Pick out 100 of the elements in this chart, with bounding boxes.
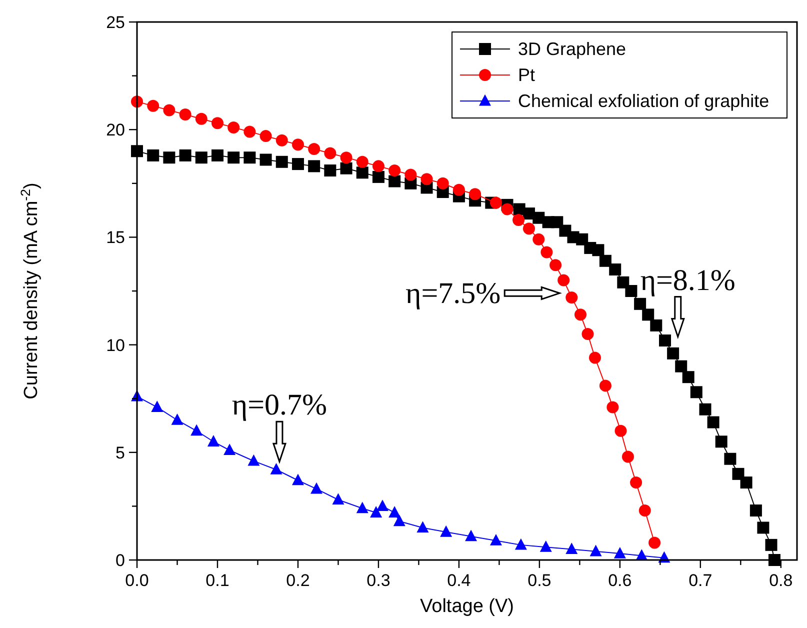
point: [324, 164, 336, 176]
point: [659, 334, 671, 346]
point: [270, 463, 282, 474]
point: [724, 452, 736, 465]
point: [308, 142, 320, 155]
point: [501, 203, 514, 216]
point: [260, 154, 272, 166]
point: [310, 482, 322, 494]
point: [276, 156, 288, 168]
point: [190, 424, 203, 436]
point: [588, 352, 601, 364]
point: [732, 468, 744, 480]
point: [244, 126, 256, 138]
point: [630, 476, 642, 489]
point: [512, 214, 525, 226]
point: [179, 108, 192, 121]
point: [606, 401, 619, 414]
point: [566, 542, 578, 554]
point: [376, 500, 388, 511]
point: [622, 450, 634, 463]
point: [356, 502, 368, 514]
x-axis-title: Voltage (V): [420, 596, 514, 617]
annotation: η=7.5%: [406, 277, 501, 310]
point: [436, 177, 449, 190]
point: [244, 152, 256, 164]
point: [750, 504, 762, 517]
point: [404, 168, 417, 181]
x-tick-label: 0.0: [125, 571, 149, 590]
y-tick-label: 20: [106, 120, 125, 140]
point: [715, 436, 728, 448]
point: [332, 493, 344, 505]
point: [582, 328, 594, 340]
x-tick-label: 0.2: [286, 571, 310, 590]
point: [634, 298, 646, 310]
point: [650, 319, 662, 332]
point: [195, 112, 208, 125]
point: [592, 244, 604, 256]
point: [224, 444, 236, 456]
annotation: η=0.7%: [232, 388, 328, 422]
point: [416, 521, 429, 533]
point: [211, 149, 224, 162]
y-tick-label: 15: [106, 228, 125, 248]
point: [522, 222, 535, 235]
point: [550, 259, 562, 272]
point: [163, 104, 176, 116]
point: [388, 175, 401, 188]
x-tick-label: 0.7: [688, 571, 712, 590]
point: [452, 184, 465, 196]
point: [207, 435, 220, 446]
point: [179, 149, 192, 162]
point: [574, 308, 586, 321]
x-tick-label: 0.4: [447, 571, 471, 590]
x-tick-label: 0.5: [528, 571, 552, 590]
point: [740, 476, 752, 489]
y-tick-label: 10: [106, 336, 125, 355]
point: [599, 380, 612, 392]
point: [370, 506, 382, 518]
point: [388, 164, 401, 176]
point: [372, 160, 384, 172]
point: [625, 285, 638, 297]
point: [292, 158, 304, 170]
point: [514, 538, 527, 550]
y-tick-label: 0: [116, 551, 125, 570]
point: [465, 530, 478, 542]
point: [440, 525, 452, 537]
point: [765, 538, 778, 551]
point: [276, 134, 288, 146]
point: [532, 233, 545, 246]
point: [147, 100, 160, 112]
point: [324, 147, 336, 160]
x-tick-label: 0.1: [206, 571, 230, 590]
point: [228, 152, 240, 164]
x-tick-label: 0.6: [608, 571, 632, 590]
point: [682, 371, 694, 384]
point: [540, 246, 553, 258]
y-tick-label: 25: [106, 13, 125, 32]
point: [614, 546, 626, 558]
point: [642, 308, 654, 321]
point: [151, 400, 164, 412]
point: [308, 160, 320, 172]
point: [590, 544, 602, 556]
legend-label: 3D Graphene: [518, 39, 626, 59]
point: [171, 414, 184, 425]
point: [292, 138, 304, 151]
point: [566, 291, 578, 304]
point: [420, 173, 433, 186]
point: [540, 540, 552, 552]
point: [599, 254, 612, 267]
point: [292, 474, 304, 486]
point: [690, 386, 702, 398]
point: [228, 121, 240, 134]
point: [757, 522, 770, 534]
point: [617, 276, 630, 288]
point: [356, 166, 368, 179]
legend-label: Chemical exfoliation of graphite: [518, 91, 770, 111]
point: [340, 162, 352, 174]
point: [609, 263, 622, 276]
point: [667, 347, 680, 360]
point: [372, 170, 384, 183]
point: [699, 403, 712, 416]
